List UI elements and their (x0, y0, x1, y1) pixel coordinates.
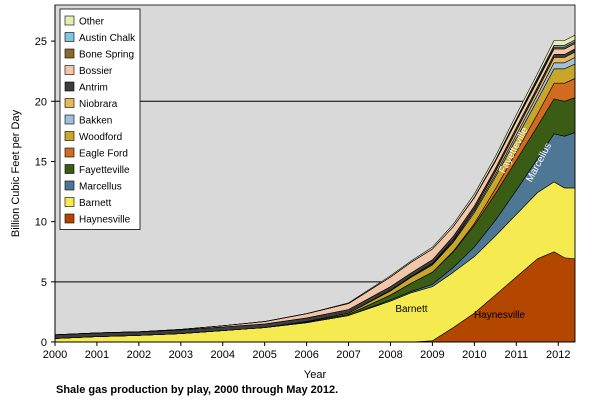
legend-swatch-barnett (64, 197, 75, 207)
legend-swatch-marcellus (64, 180, 75, 191)
x-tick-label: 2002 (127, 349, 151, 361)
legend-swatch-bakken (64, 114, 75, 125)
legend-swatch-haynesville (64, 213, 75, 224)
legend-swatch-eagle-ford (64, 147, 75, 158)
legend-label-bone-spring: Bone Spring (79, 50, 134, 61)
y-tick-label: 0 (41, 337, 47, 349)
legend-swatch-niobrara (64, 98, 75, 108)
y-tick-label: 20 (35, 96, 47, 108)
x-tick-label: 2000 (43, 349, 67, 361)
x-tick-label: 2011 (504, 349, 528, 361)
legend-label-haynesville: Haynesville (79, 215, 131, 226)
x-tick-label: 2006 (294, 349, 318, 361)
legend-label-niobrara: Niobrara (79, 99, 118, 110)
x-tick-label: 2010 (462, 349, 486, 361)
x-tick-label: 2007 (336, 349, 360, 361)
x-tick-label: 2001 (85, 349, 109, 361)
legend-swatch-austin-chalk (64, 32, 75, 42)
legend-swatch-woodford (64, 131, 75, 141)
x-tick-label: 2005 (252, 349, 276, 361)
legend-label-bakken: Bakken (79, 116, 112, 127)
legend-swatch-bossier (64, 65, 75, 75)
x-tick-label: 2008 (378, 349, 402, 361)
y-tick-label: 5 (41, 277, 47, 289)
legend-label-eagle-ford: Eagle Ford (79, 149, 128, 160)
area-label-haynesville: Haynesville (474, 310, 526, 321)
figure-caption: Shale gas production by play, 2000 throu… (56, 384, 339, 396)
legend-box (59, 8, 141, 230)
area-label-barnett: Barnett (395, 304, 427, 315)
x-tick-label: 2003 (169, 349, 193, 361)
x-tick-label: 2012 (546, 349, 570, 361)
y-tick-label: 10 (35, 217, 47, 229)
legend-label-other: Other (79, 17, 105, 28)
legend-swatch-bone-spring (64, 48, 75, 59)
y-tick-label: 25 (35, 36, 47, 48)
x-tick-label: 2009 (420, 349, 444, 361)
legend-label-bossier: Bossier (79, 66, 113, 77)
x-axis-title: Year (304, 369, 327, 381)
legend-label-marcellus: Marcellus (79, 182, 122, 193)
legend-label-fayetteville: Fayetteville (79, 165, 130, 176)
legend-label-antrim: Antrim (79, 83, 108, 94)
legend-label-barnett: Barnett (79, 198, 111, 209)
legend-swatch-fayetteville (64, 164, 75, 174)
legend-label-austin-chalk: Austin Chalk (79, 33, 136, 44)
y-tick-label: 15 (35, 156, 47, 168)
plot-frame (54, 4, 576, 343)
x-tick-label: 2004 (210, 349, 234, 361)
y-axis-title: Billion Cubic Feet per Day (10, 109, 22, 237)
legend-label-woodford: Woodford (79, 132, 122, 143)
legend-swatch-other (64, 15, 75, 26)
legend-swatch-antrim (64, 81, 75, 92)
